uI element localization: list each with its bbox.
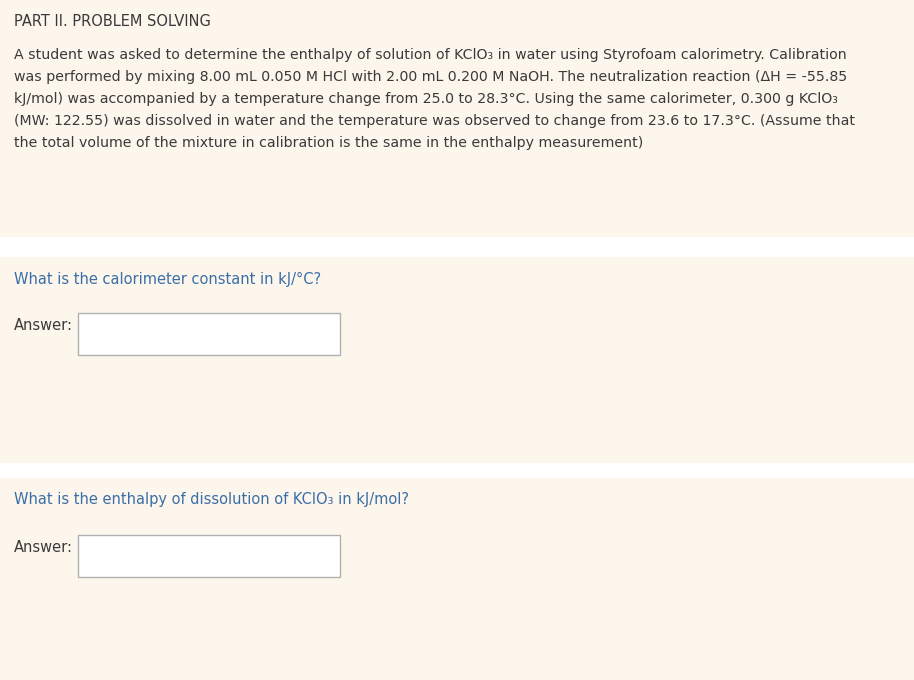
- Text: kJ/mol) was accompanied by a temperature change from 25.0 to 28.3°C. Using the s: kJ/mol) was accompanied by a temperature…: [14, 92, 838, 106]
- Text: Answer:: Answer:: [14, 540, 73, 555]
- Text: What is the enthalpy of dissolution of KClO₃ in kJ/mol?: What is the enthalpy of dissolution of K…: [14, 492, 409, 507]
- Bar: [78, 313, 340, 355]
- Bar: [78, 535, 340, 577]
- Bar: [0, 237, 914, 257]
- Text: Answer:: Answer:: [14, 318, 73, 333]
- Text: (MW: 122.55) was dissolved in water and the temperature was observed to change f: (MW: 122.55) was dissolved in water and …: [14, 114, 855, 128]
- Text: the total volume of the mixture in calibration is the same in the enthalpy measu: the total volume of the mixture in calib…: [14, 136, 643, 150]
- Text: PART II. PROBLEM SOLVING: PART II. PROBLEM SOLVING: [14, 14, 211, 29]
- Text: A student was asked to determine the enthalpy of solution of KClO₃ in water usin: A student was asked to determine the ent…: [14, 48, 846, 62]
- Text: was performed by mixing 8.00 mL 0.050 M HCl with 2.00 mL 0.200 M NaOH. The neutr: was performed by mixing 8.00 mL 0.050 M …: [14, 70, 847, 84]
- Bar: [0, 463, 914, 478]
- Text: What is the calorimeter constant in kJ/°C?: What is the calorimeter constant in kJ/°…: [14, 272, 321, 287]
